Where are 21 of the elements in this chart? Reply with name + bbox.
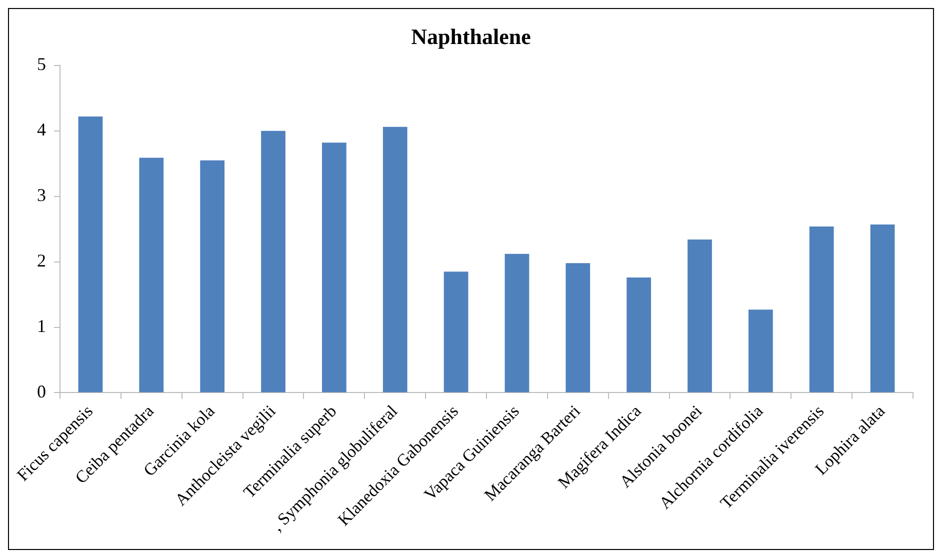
- bar: [748, 310, 773, 392]
- bar: [382, 126, 408, 392]
- bar: [566, 263, 590, 392]
- y-tick-label: 0: [37, 381, 46, 402]
- y-tick-label: 4: [37, 120, 46, 140]
- y-tick-label: 3: [37, 185, 46, 206]
- y-tick-label: 2: [37, 250, 46, 271]
- y-tick-label: 1: [37, 316, 46, 336]
- bar: [809, 226, 834, 392]
- bar: [444, 272, 468, 392]
- bar: [688, 240, 712, 392]
- bar: [78, 116, 103, 392]
- chart-title: Naphthalene: [411, 24, 532, 49]
- bar: [322, 142, 346, 392]
- y-tick-label: 5: [37, 54, 46, 74]
- bar: [200, 160, 225, 392]
- bar: [870, 224, 895, 392]
- bar: [626, 278, 652, 392]
- bar: [504, 254, 530, 392]
- bar: [139, 158, 164, 392]
- bar: [261, 130, 286, 392]
